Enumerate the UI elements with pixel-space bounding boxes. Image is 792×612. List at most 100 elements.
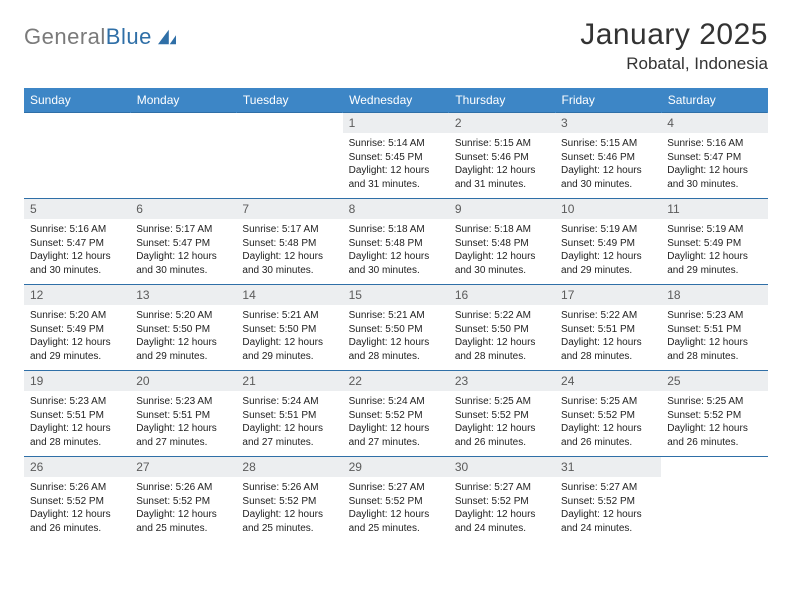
calendar-cell-day-25: 25Sunrise: 5:25 AMSunset: 5:52 PMDayligh… xyxy=(661,371,767,457)
calendar-cell-day-17: 17Sunrise: 5:22 AMSunset: 5:51 PMDayligh… xyxy=(555,285,661,371)
sunrise-line: Sunrise: 5:24 AM xyxy=(349,395,443,409)
calendar-cell-day-3: 3Sunrise: 5:15 AMSunset: 5:46 PMDaylight… xyxy=(555,113,661,199)
sunrise-line: Sunrise: 5:15 AM xyxy=(455,137,549,151)
sunrise-line: Sunrise: 5:18 AM xyxy=(455,223,549,237)
sunrise-line: Sunrise: 5:24 AM xyxy=(242,395,336,409)
day-details: Sunrise: 5:26 AMSunset: 5:52 PMDaylight:… xyxy=(236,477,342,541)
daylight-line: Daylight: 12 hours and 30 minutes. xyxy=(667,164,761,191)
day-details: Sunrise: 5:25 AMSunset: 5:52 PMDaylight:… xyxy=(555,391,661,455)
calendar-week-row: 5Sunrise: 5:16 AMSunset: 5:47 PMDaylight… xyxy=(24,199,768,285)
calendar-cell-day-9: 9Sunrise: 5:18 AMSunset: 5:48 PMDaylight… xyxy=(449,199,555,285)
day-number: 4 xyxy=(661,113,767,133)
sunset-line: Sunset: 5:46 PM xyxy=(561,151,655,165)
brand-name: GeneralBlue xyxy=(24,24,152,50)
sunrise-line: Sunrise: 5:19 AM xyxy=(561,223,655,237)
brand-name-part-b: Blue xyxy=(106,24,152,49)
sunset-line: Sunset: 5:52 PM xyxy=(30,495,124,509)
day-number: 28 xyxy=(236,457,342,477)
sunrise-line: Sunrise: 5:21 AM xyxy=(242,309,336,323)
day-details: Sunrise: 5:14 AMSunset: 5:45 PMDaylight:… xyxy=(343,133,449,197)
day-details: Sunrise: 5:27 AMSunset: 5:52 PMDaylight:… xyxy=(449,477,555,541)
sunrise-line: Sunrise: 5:17 AM xyxy=(242,223,336,237)
daylight-line: Daylight: 12 hours and 28 minutes. xyxy=(667,336,761,363)
sunrise-line: Sunrise: 5:16 AM xyxy=(667,137,761,151)
daylight-line: Daylight: 12 hours and 29 minutes. xyxy=(667,250,761,277)
sunset-line: Sunset: 5:45 PM xyxy=(349,151,443,165)
daylight-line: Daylight: 12 hours and 30 minutes. xyxy=(136,250,230,277)
day-details: Sunrise: 5:25 AMSunset: 5:52 PMDaylight:… xyxy=(661,391,767,455)
sunset-line: Sunset: 5:52 PM xyxy=(349,495,443,509)
sunset-line: Sunset: 5:48 PM xyxy=(242,237,336,251)
daylight-line: Daylight: 12 hours and 26 minutes. xyxy=(667,422,761,449)
sunset-line: Sunset: 5:51 PM xyxy=(136,409,230,423)
calendar-week-row: 12Sunrise: 5:20 AMSunset: 5:49 PMDayligh… xyxy=(24,285,768,371)
page-header: GeneralBlue January 2025 Robatal, Indone… xyxy=(24,18,768,74)
calendar-cell-empty: .. xyxy=(236,113,342,199)
brand-logo: GeneralBlue xyxy=(24,18,178,50)
calendar-cell-day-30: 30Sunrise: 5:27 AMSunset: 5:52 PMDayligh… xyxy=(449,457,555,543)
calendar-cell-day-4: 4Sunrise: 5:16 AMSunset: 5:47 PMDaylight… xyxy=(661,113,767,199)
daylight-line: Daylight: 12 hours and 25 minutes. xyxy=(349,508,443,535)
day-number: 17 xyxy=(555,285,661,305)
sunset-line: Sunset: 5:52 PM xyxy=(455,409,549,423)
day-details: Sunrise: 5:19 AMSunset: 5:49 PMDaylight:… xyxy=(555,219,661,283)
daylight-line: Daylight: 12 hours and 25 minutes. xyxy=(242,508,336,535)
sunrise-line: Sunrise: 5:22 AM xyxy=(455,309,549,323)
calendar-cell-day-27: 27Sunrise: 5:26 AMSunset: 5:52 PMDayligh… xyxy=(130,457,236,543)
day-details: Sunrise: 5:20 AMSunset: 5:49 PMDaylight:… xyxy=(24,305,130,369)
weekday-header-saturday: Saturday xyxy=(661,88,767,113)
calendar-cell-empty: .. xyxy=(661,457,767,543)
day-details: Sunrise: 5:20 AMSunset: 5:50 PMDaylight:… xyxy=(130,305,236,369)
sunrise-line: Sunrise: 5:26 AM xyxy=(242,481,336,495)
sunset-line: Sunset: 5:51 PM xyxy=(561,323,655,337)
calendar-cell-day-19: 19Sunrise: 5:23 AMSunset: 5:51 PMDayligh… xyxy=(24,371,130,457)
day-number: 9 xyxy=(449,199,555,219)
sunset-line: Sunset: 5:48 PM xyxy=(455,237,549,251)
sunset-line: Sunset: 5:48 PM xyxy=(349,237,443,251)
sunrise-line: Sunrise: 5:20 AM xyxy=(30,309,124,323)
sunrise-line: Sunrise: 5:27 AM xyxy=(561,481,655,495)
day-details: Sunrise: 5:24 AMSunset: 5:51 PMDaylight:… xyxy=(236,391,342,455)
calendar-cell-day-5: 5Sunrise: 5:16 AMSunset: 5:47 PMDaylight… xyxy=(24,199,130,285)
daylight-line: Daylight: 12 hours and 30 minutes. xyxy=(349,250,443,277)
sunset-line: Sunset: 5:47 PM xyxy=(136,237,230,251)
sunset-line: Sunset: 5:52 PM xyxy=(455,495,549,509)
sunset-line: Sunset: 5:50 PM xyxy=(136,323,230,337)
day-number: 20 xyxy=(130,371,236,391)
daylight-line: Daylight: 12 hours and 28 minutes. xyxy=(30,422,124,449)
day-details: Sunrise: 5:21 AMSunset: 5:50 PMDaylight:… xyxy=(236,305,342,369)
day-number: 12 xyxy=(24,285,130,305)
daylight-line: Daylight: 12 hours and 29 minutes. xyxy=(561,250,655,277)
calendar-cell-day-21: 21Sunrise: 5:24 AMSunset: 5:51 PMDayligh… xyxy=(236,371,342,457)
calendar-week-row: ......1Sunrise: 5:14 AMSunset: 5:45 PMDa… xyxy=(24,113,768,199)
calendar-cell-day-26: 26Sunrise: 5:26 AMSunset: 5:52 PMDayligh… xyxy=(24,457,130,543)
day-number: 31 xyxy=(555,457,661,477)
calendar-cell-day-13: 13Sunrise: 5:20 AMSunset: 5:50 PMDayligh… xyxy=(130,285,236,371)
day-number: 5 xyxy=(24,199,130,219)
calendar-cell-day-2: 2Sunrise: 5:15 AMSunset: 5:46 PMDaylight… xyxy=(449,113,555,199)
calendar-cell-empty: .. xyxy=(24,113,130,199)
daylight-line: Daylight: 12 hours and 26 minutes. xyxy=(455,422,549,449)
sunrise-line: Sunrise: 5:23 AM xyxy=(30,395,124,409)
sunset-line: Sunset: 5:49 PM xyxy=(561,237,655,251)
sunset-line: Sunset: 5:51 PM xyxy=(30,409,124,423)
calendar-cell-day-31: 31Sunrise: 5:27 AMSunset: 5:52 PMDayligh… xyxy=(555,457,661,543)
calendar-cell-day-18: 18Sunrise: 5:23 AMSunset: 5:51 PMDayligh… xyxy=(661,285,767,371)
day-details: Sunrise: 5:18 AMSunset: 5:48 PMDaylight:… xyxy=(343,219,449,283)
day-details: Sunrise: 5:16 AMSunset: 5:47 PMDaylight:… xyxy=(661,133,767,197)
daylight-line: Daylight: 12 hours and 27 minutes. xyxy=(349,422,443,449)
day-details: Sunrise: 5:21 AMSunset: 5:50 PMDaylight:… xyxy=(343,305,449,369)
calendar-cell-day-12: 12Sunrise: 5:20 AMSunset: 5:49 PMDayligh… xyxy=(24,285,130,371)
weekday-header-friday: Friday xyxy=(555,88,661,113)
sunset-line: Sunset: 5:52 PM xyxy=(136,495,230,509)
sunset-line: Sunset: 5:52 PM xyxy=(349,409,443,423)
day-details: Sunrise: 5:17 AMSunset: 5:48 PMDaylight:… xyxy=(236,219,342,283)
calendar-grid: SundayMondayTuesdayWednesdayThursdayFrid… xyxy=(24,88,768,543)
day-details: Sunrise: 5:17 AMSunset: 5:47 PMDaylight:… xyxy=(130,219,236,283)
day-number: 18 xyxy=(661,285,767,305)
day-number: 11 xyxy=(661,199,767,219)
sunset-line: Sunset: 5:47 PM xyxy=(30,237,124,251)
calendar-cell-day-15: 15Sunrise: 5:21 AMSunset: 5:50 PMDayligh… xyxy=(343,285,449,371)
daylight-line: Daylight: 12 hours and 29 minutes. xyxy=(242,336,336,363)
calendar-cell-day-1: 1Sunrise: 5:14 AMSunset: 5:45 PMDaylight… xyxy=(343,113,449,199)
